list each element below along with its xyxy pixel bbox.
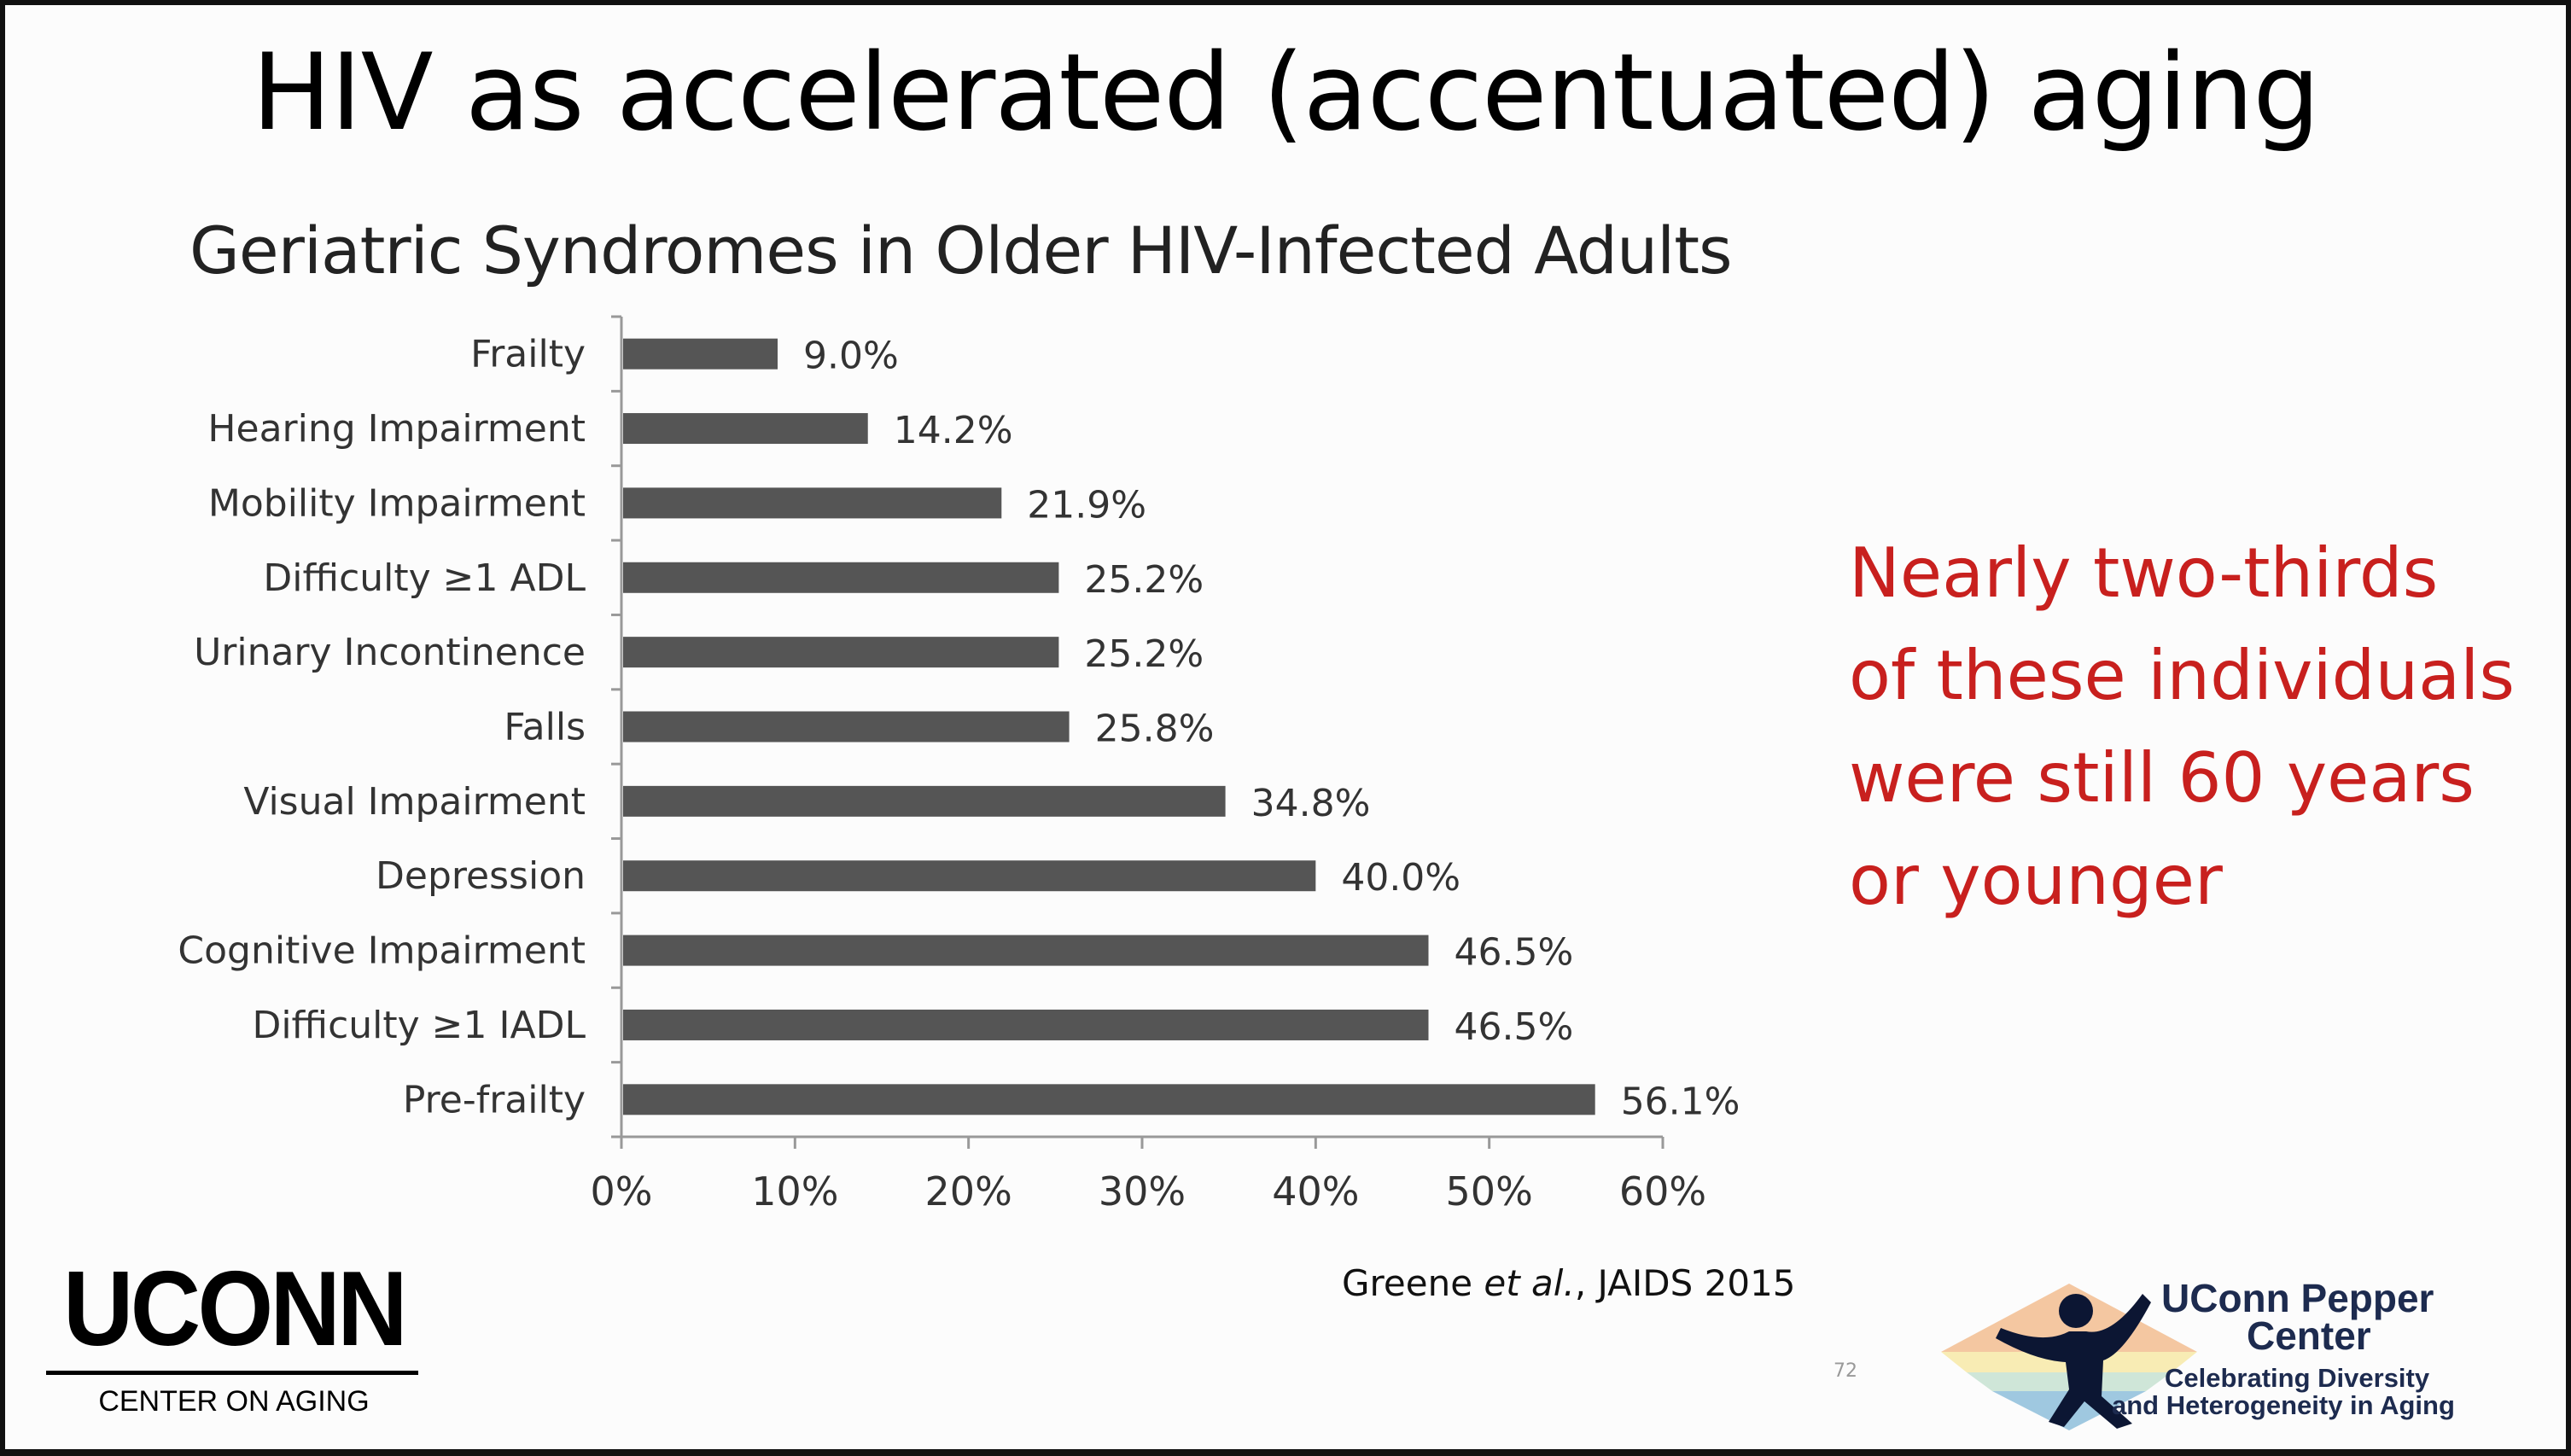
bar [623,711,1070,743]
pepper-center-emblem-icon [1941,1284,2197,1430]
slide: HIV as accelerated (accentuated) aging G… [5,5,2566,1449]
uconn-logo-word: UCONN [63,1250,408,1368]
chart-bars [623,338,1595,1115]
x-tick-label: 20% [925,1168,1012,1214]
bar [623,935,1429,966]
x-tick-label: 30% [1099,1168,1186,1214]
x-tick-label: 0% [591,1168,653,1214]
uconn-logo-subtitle: CENTER ON AGING [98,1385,370,1418]
pepper-center-logo: UConn Pepper Center Celebrating Diversit… [1941,1277,2564,1430]
data-label: 25.2% [1084,632,1204,676]
data-label: 56.1% [1621,1080,1740,1123]
bar [623,413,868,445]
bar [623,860,1316,892]
x-tick-label: 10% [751,1168,838,1214]
page-number: 72 [1834,1360,1857,1382]
data-label: 14.2% [894,409,1013,452]
callout-line: of these individuals [1849,636,2516,715]
citation-prefix: Greene [1342,1262,1484,1304]
category-label: Difficulty ≥1 IADL [252,1004,586,1047]
category-label: Pre-frailty [403,1078,586,1121]
data-label: 46.5% [1455,1005,1574,1049]
category-label: Frailty [470,333,586,376]
bar [623,487,1002,519]
citation: Greene et al., JAIDS 2015 [1342,1260,1796,1307]
bar [623,338,778,370]
pepper-logo-line2: Center [2247,1313,2371,1358]
category-label: Falls [504,706,586,749]
uconn-center-on-aging-logo: UCONN CENTER ON AGING [46,1256,422,1427]
data-label: 25.8% [1095,708,1215,751]
pepper-logo-line1: UConn Pepper [2161,1276,2434,1320]
data-label: 9.0% [803,335,899,378]
category-label: Urinary Incontinence [194,631,586,674]
bar [623,1009,1429,1040]
category-label: Visual Impairment [243,780,586,824]
x-tick-label: 60% [1619,1168,1706,1214]
x-tick-label: 50% [1446,1168,1533,1214]
callout-line: Nearly two-thirds [1849,533,2439,613]
category-label: Difficulty ≥1 ADL [263,556,586,600]
category-label: Hearing Impairment [207,407,586,451]
callout-text: Nearly two-thirds of these individuals w… [1849,522,2549,932]
callout-line: or younger [1849,841,2223,920]
pepper-logo-line3: Celebrating Diversity [2165,1363,2430,1393]
chart-axes: Frailty 9.0% Hearing Impairment 14.2% Mobili… [178,315,1740,1214]
citation-suffix: , JAIDS 2015 [1574,1262,1796,1304]
bar [623,1084,1595,1115]
bar-chart: Frailty 9.0% Hearing Impairment 14.2% Mobili… [178,315,1740,1214]
bar [623,785,1226,817]
bar [623,562,1059,593]
chart-title: Geriatric Syndromes in Older HIV-Infecte… [189,213,1733,288]
category-label: Cognitive Impairment [178,929,586,973]
data-label: 40.0% [1341,856,1460,900]
citation-italic: et al. [1484,1262,1575,1304]
category-label: Mobility Impairment [208,481,586,525]
pepper-logo-line4: and Heterogeneity in Aging [2112,1390,2455,1420]
data-label: 34.8% [1251,782,1371,825]
data-label: 25.2% [1084,558,1204,602]
data-label: 46.5% [1455,931,1574,975]
x-tick-label: 40% [1272,1168,1359,1214]
category-label: Depression [376,854,586,898]
slide-title: HIV as accelerated (accentuated) aging [251,32,2320,154]
uconn-logo-rule [46,1371,418,1375]
bar [623,637,1059,668]
callout-line: were still 60 years [1849,738,2475,818]
data-label: 21.9% [1027,483,1146,527]
